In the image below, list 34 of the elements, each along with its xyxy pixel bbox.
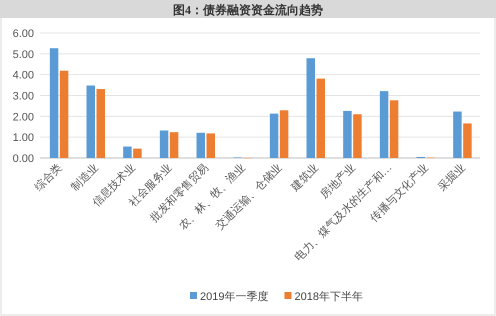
bar <box>463 123 472 158</box>
bar <box>123 146 132 158</box>
bar <box>206 133 215 158</box>
bar <box>170 132 178 158</box>
x-tick-label: 综合类 <box>32 160 64 194</box>
bar <box>280 110 288 158</box>
x-tick-label: 制造业 <box>68 160 102 194</box>
bar <box>270 114 278 158</box>
bar <box>343 110 352 158</box>
y-tick-label: 5.00 <box>12 48 34 61</box>
x-tick-label: 建筑业 <box>288 160 322 194</box>
bar <box>453 112 462 158</box>
bar <box>306 58 315 158</box>
y-tick-label: 2.00 <box>12 111 34 124</box>
bar <box>60 70 68 158</box>
y-tick-label: 0.00 <box>12 153 34 165</box>
y-tick-label: 4.00 <box>12 70 34 82</box>
bar <box>390 100 398 158</box>
y-tick-label: 6.00 <box>12 28 34 40</box>
y-tick-label: 3.00 <box>12 90 34 102</box>
chart-title: 图4：债券融资资金流向趋势 <box>173 3 323 17</box>
bar <box>316 78 325 158</box>
legend-label: 2018年下半年 <box>294 290 363 303</box>
bar <box>353 114 362 158</box>
legend-label: 2019年一季度 <box>200 290 268 303</box>
bar <box>50 48 58 158</box>
bar <box>133 148 142 158</box>
bar <box>86 86 95 158</box>
x-tick-label: 采掘业 <box>435 160 468 194</box>
bar <box>380 91 388 158</box>
bar <box>196 132 205 158</box>
y-tick-label: 1.00 <box>12 132 34 144</box>
bar <box>160 130 168 158</box>
bar <box>96 89 105 158</box>
